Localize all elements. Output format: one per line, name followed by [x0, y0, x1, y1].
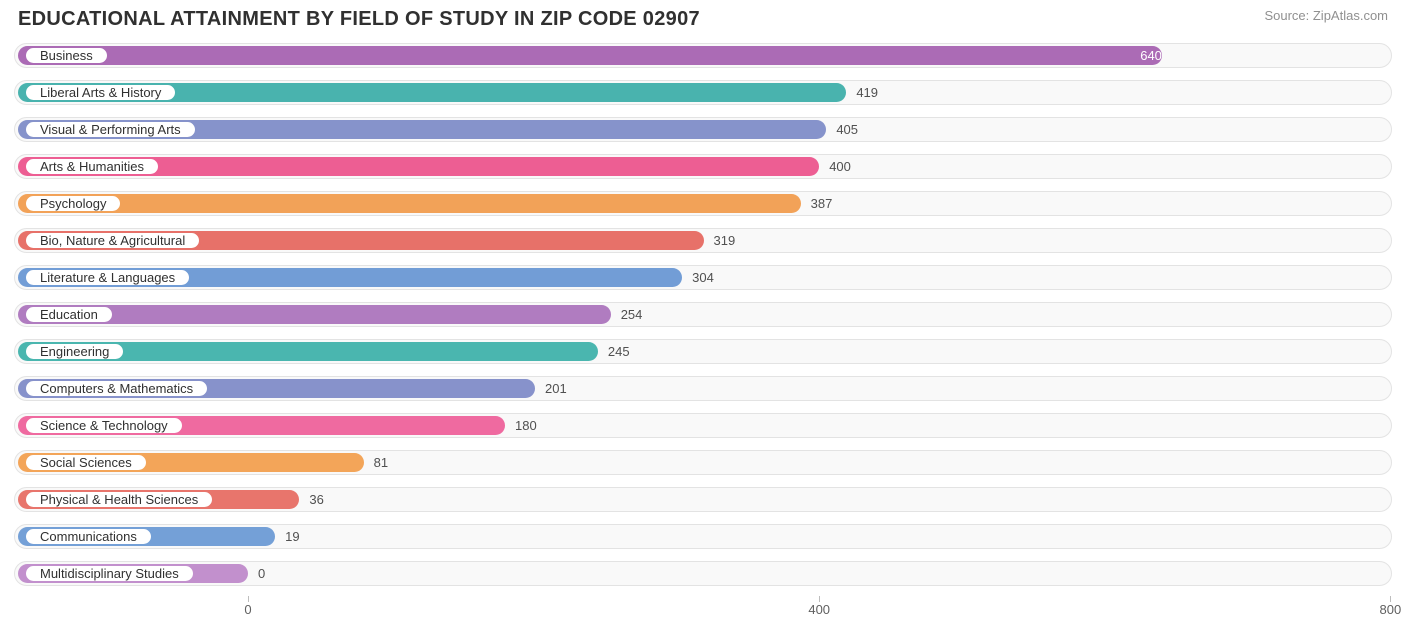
value-label: 180: [507, 409, 545, 442]
value-label: 387: [803, 187, 841, 220]
value-label: 400: [821, 150, 859, 183]
bar-row: Psychology 387: [14, 187, 1392, 220]
category-pill: Psychology: [24, 194, 122, 213]
value-label: 81: [366, 446, 396, 479]
value-label: 201: [537, 372, 575, 405]
bar-row: Communications 19: [14, 520, 1392, 553]
axis-tick-label: 0: [244, 602, 251, 617]
chart-plot-area: Business 640 Liberal Arts & History 419 Visu…: [0, 35, 1406, 590]
value-label: 0: [250, 557, 273, 590]
bar-row: Science & Technology 180: [14, 409, 1392, 442]
category-pill: Business: [24, 46, 109, 65]
value-label: 319: [706, 224, 744, 257]
axis-tick-label: 800: [1380, 602, 1402, 617]
bar-row: Business 640: [14, 39, 1392, 72]
value-label: 640: [1132, 39, 1170, 72]
category-pill: Engineering: [24, 342, 125, 361]
value-label: 405: [828, 113, 866, 146]
category-pill: Multidisciplinary Studies: [24, 564, 195, 583]
category-pill: Liberal Arts & History: [24, 83, 177, 102]
bar-row: Engineering 245: [14, 335, 1392, 368]
value-label: 19: [277, 520, 307, 553]
bar-row: Multidisciplinary Studies 0: [14, 557, 1392, 590]
x-axis: 0400800: [14, 594, 1392, 624]
category-pill: Visual & Performing Arts: [24, 120, 197, 139]
category-pill: Bio, Nature & Agricultural: [24, 231, 201, 250]
value-label: 419: [848, 76, 886, 109]
bar-fill: [18, 194, 801, 213]
bar-row: Social Sciences 81: [14, 446, 1392, 479]
chart-source: Source: ZipAtlas.com: [1264, 8, 1388, 23]
value-label: 254: [613, 298, 651, 331]
category-pill: Science & Technology: [24, 416, 184, 435]
bar-row: Literature & Languages 304: [14, 261, 1392, 294]
bar-row: Bio, Nature & Agricultural 319: [14, 224, 1392, 257]
category-pill: Computers & Mathematics: [24, 379, 209, 398]
value-label: 245: [600, 335, 638, 368]
bar-row: Visual & Performing Arts 405: [14, 113, 1392, 146]
value-label: 36: [301, 483, 331, 516]
bar-fill: [18, 46, 1162, 65]
category-pill: Arts & Humanities: [24, 157, 160, 176]
bar-row: Physical & Health Sciences 36: [14, 483, 1392, 516]
bar-row: Education 254: [14, 298, 1392, 331]
chart-title: EDUCATIONAL ATTAINMENT BY FIELD OF STUDY…: [18, 8, 700, 31]
category-pill: Communications: [24, 527, 153, 546]
category-pill: Physical & Health Sciences: [24, 490, 214, 509]
category-pill: Literature & Languages: [24, 268, 191, 287]
chart-header: EDUCATIONAL ATTAINMENT BY FIELD OF STUDY…: [0, 0, 1406, 35]
category-pill: Education: [24, 305, 114, 324]
value-label: 304: [684, 261, 722, 294]
bar-row: Arts & Humanities 400: [14, 150, 1392, 183]
bar-row: Computers & Mathematics 201: [14, 372, 1392, 405]
category-pill: Social Sciences: [24, 453, 148, 472]
axis-tick-label: 400: [808, 602, 830, 617]
bar-row: Liberal Arts & History 419: [14, 76, 1392, 109]
